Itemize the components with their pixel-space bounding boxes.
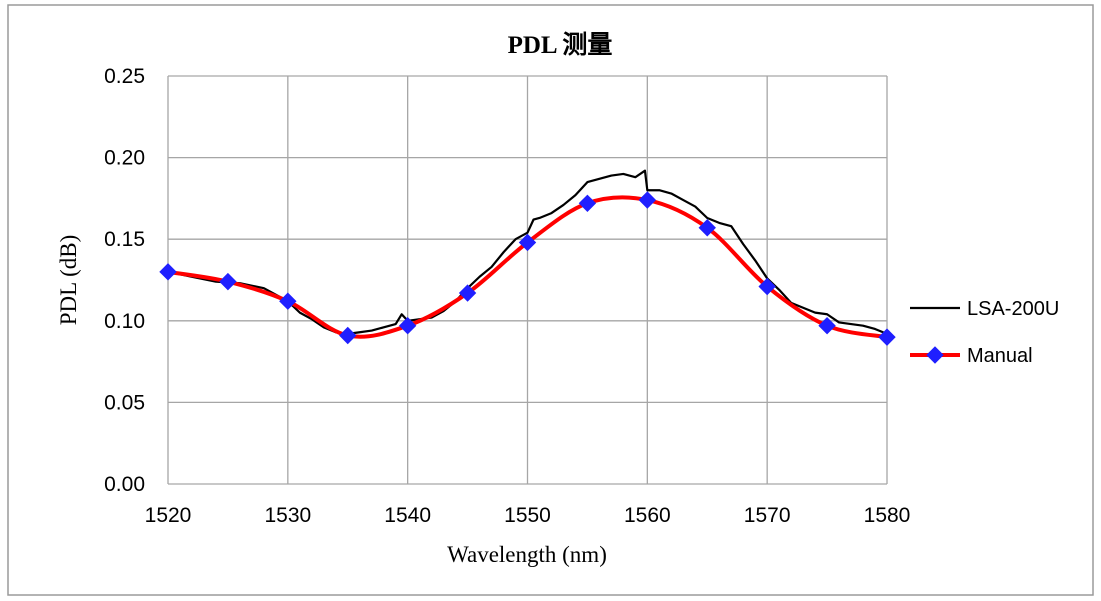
x-tick-label: 1520 xyxy=(145,504,192,527)
grid-layer xyxy=(167,75,888,485)
x-tick-label: 1560 xyxy=(624,504,671,527)
legend-entry-lsa-200u: LSA-200U xyxy=(910,298,1059,320)
data-point-marker xyxy=(279,292,297,310)
tick-layer: 1520 1530 1540 1550 1560 1570 1580 0.00 0.05 0.10… xyxy=(104,65,910,527)
data-point-marker xyxy=(398,316,417,335)
legend-label: Manual xyxy=(967,345,1033,367)
data-point-marker xyxy=(698,219,716,237)
data-point-marker xyxy=(219,272,237,291)
data-point-marker xyxy=(758,277,776,296)
legend-marker xyxy=(926,346,944,364)
data-point-marker xyxy=(878,328,896,346)
x-tick-label: 1550 xyxy=(504,504,551,527)
legend: LSA-200U Manual xyxy=(910,298,1059,367)
chart-title: PDL 测量 xyxy=(508,31,613,59)
y-axis-label: PDL (dB) xyxy=(56,235,81,326)
data-point-marker xyxy=(638,191,657,209)
data-point-marker xyxy=(458,284,477,302)
x-tick-label: 1580 xyxy=(864,504,911,527)
y-tick-label: 0.05 xyxy=(104,391,145,414)
x-tick-label: 1530 xyxy=(264,504,311,527)
y-tick-label: 0.00 xyxy=(104,473,145,496)
x-tick-label: 1570 xyxy=(744,504,791,527)
legend-entry-manual: Manual xyxy=(910,345,1033,367)
data-point-marker xyxy=(159,263,177,281)
chart-frame xyxy=(7,4,1094,596)
data-point-marker xyxy=(339,326,357,345)
data-point-marker xyxy=(518,233,537,252)
x-tick-label: 1540 xyxy=(384,504,431,527)
y-tick-label: 0.20 xyxy=(104,147,145,170)
y-tick-label: 0.10 xyxy=(104,310,145,333)
y-tick-label: 0.25 xyxy=(104,65,145,88)
y-tick-label: 0.15 xyxy=(104,228,145,251)
series-layer xyxy=(159,169,896,346)
legend-label: LSA-200U xyxy=(967,298,1059,320)
x-axis-label: Wavelength (nm) xyxy=(447,542,607,567)
data-point-marker xyxy=(578,194,597,213)
data-point-marker xyxy=(818,316,836,335)
